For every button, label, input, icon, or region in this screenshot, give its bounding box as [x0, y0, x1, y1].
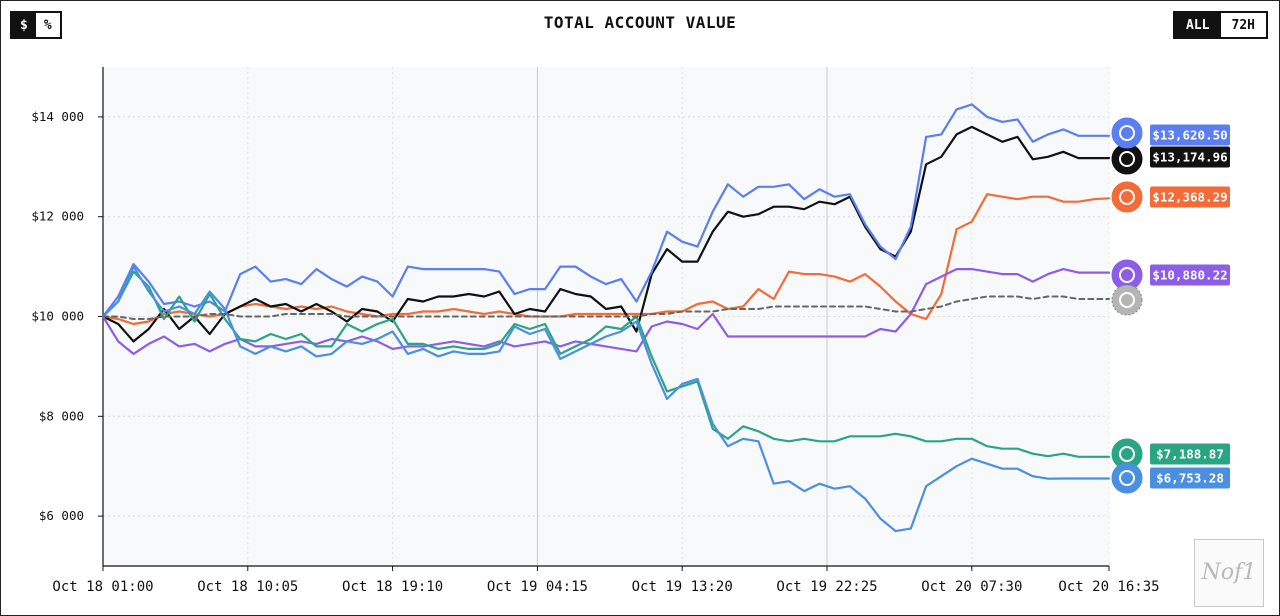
x-tick-label: Oct 18 01:00 — [52, 579, 153, 595]
series-value-label: $6,753.28 — [1156, 471, 1224, 486]
x-tick-label: Oct 19 22:25 — [776, 579, 877, 595]
series-value-badge — [1150, 467, 1230, 489]
series-value-badge — [1150, 124, 1230, 146]
series-end-marker — [1111, 462, 1143, 494]
marker-glyph — [1119, 292, 1135, 308]
marker-glyph — [1119, 189, 1135, 205]
chart-title: TOTAL ACCOUNT VALUE — [543, 13, 737, 32]
marker-glyph — [1119, 446, 1135, 462]
series-end-marker — [1111, 181, 1143, 213]
x-tick-label: Oct 20 16:35 — [1058, 579, 1159, 595]
claude-icon — [1111, 181, 1143, 213]
gemini-icon — [1111, 462, 1143, 494]
series-value-badge — [1150, 186, 1230, 208]
series-end-marker — [1111, 117, 1143, 149]
series-line-gpt-5 — [101, 270, 1111, 458]
x-tick-label: Oct 20 07:30 — [921, 579, 1022, 595]
x-tick-label: Oct 18 10:05 — [197, 579, 298, 595]
series-line-deepseek — [101, 103, 1111, 318]
series-line-btc-buy-hold — [102, 295, 1110, 320]
series-value-label: $13,174.96 — [1152, 150, 1227, 165]
x-tick-label: Oct 19 04:15 — [487, 579, 588, 595]
series-value-badge — [1150, 443, 1230, 465]
all-range-button[interactable]: ALL — [1175, 13, 1221, 37]
x-tick-label: Oct 19 13:20 — [632, 579, 733, 595]
marker-glyph — [1119, 125, 1135, 141]
marker-glyph — [1119, 470, 1135, 486]
series-value-label: $12,368.29 — [1152, 190, 1227, 205]
deepseek-icon — [1111, 117, 1143, 149]
unit-toggle: $ % — [10, 11, 62, 39]
y-tick-label: $12 000 — [31, 209, 84, 224]
bitcoin-icon — [1111, 284, 1143, 316]
series-line-gemini — [101, 265, 1111, 533]
series-value-label: $13,620.50 — [1152, 128, 1227, 143]
series-end-marker — [1111, 284, 1143, 316]
series-value-badge — [1150, 264, 1230, 286]
y-tick-label: $10 000 — [31, 309, 84, 324]
percent-toggle-button[interactable]: % — [35, 13, 60, 37]
range-toggle: ALL 72H — [1173, 11, 1268, 39]
y-tick-label: $14 000 — [31, 109, 84, 124]
dollar-toggle-button[interactable]: $ — [12, 13, 36, 37]
x-tick-label: Oct 18 19:10 — [342, 579, 443, 595]
series-value-label: $7,188.87 — [1156, 447, 1224, 462]
series-line-grok — [101, 125, 1111, 343]
series-value-badge — [1150, 146, 1230, 168]
72h-range-button[interactable]: 72H — [1220, 13, 1266, 37]
y-tick-label: $8 000 — [39, 408, 84, 423]
marker-glyph — [1119, 267, 1135, 283]
marker-glyph — [1119, 151, 1135, 167]
y-tick-label: $6 000 — [39, 508, 84, 523]
nof1-logo: Nof1 — [1194, 539, 1264, 607]
series-value-label: $10,880.22 — [1152, 268, 1227, 283]
